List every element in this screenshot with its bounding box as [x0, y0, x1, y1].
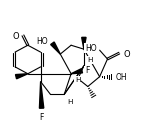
Polygon shape — [51, 42, 60, 54]
Polygon shape — [16, 74, 28, 79]
Text: F: F — [85, 66, 89, 75]
Text: O: O — [123, 50, 130, 59]
Text: HO: HO — [36, 37, 47, 46]
Polygon shape — [71, 69, 83, 74]
Text: F: F — [39, 113, 44, 122]
Text: H: H — [75, 77, 81, 83]
Text: O: O — [12, 32, 19, 41]
Text: H: H — [87, 57, 92, 63]
Text: H: H — [67, 99, 73, 105]
Polygon shape — [82, 37, 86, 49]
Text: OH: OH — [115, 73, 127, 82]
Text: HO: HO — [85, 44, 97, 53]
Polygon shape — [39, 82, 44, 108]
